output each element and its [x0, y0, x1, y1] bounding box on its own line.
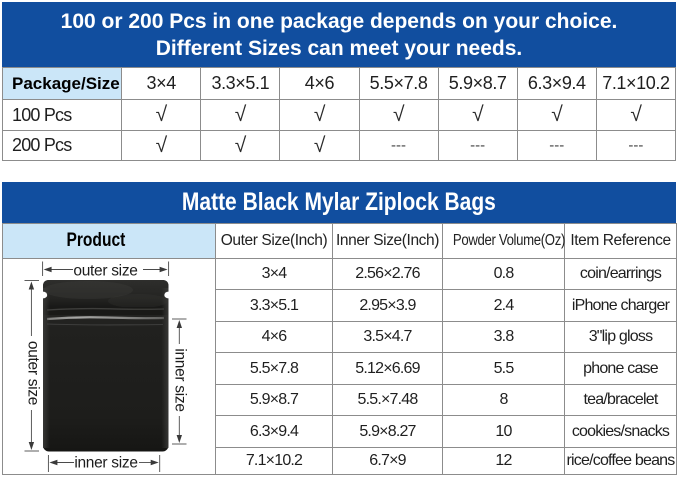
- svg-text:outer size: outer size: [73, 262, 137, 279]
- svg-text:inner size: inner size: [74, 454, 137, 471]
- svg-text:outer size: outer size: [25, 341, 42, 405]
- svg-text:inner size: inner size: [172, 348, 189, 411]
